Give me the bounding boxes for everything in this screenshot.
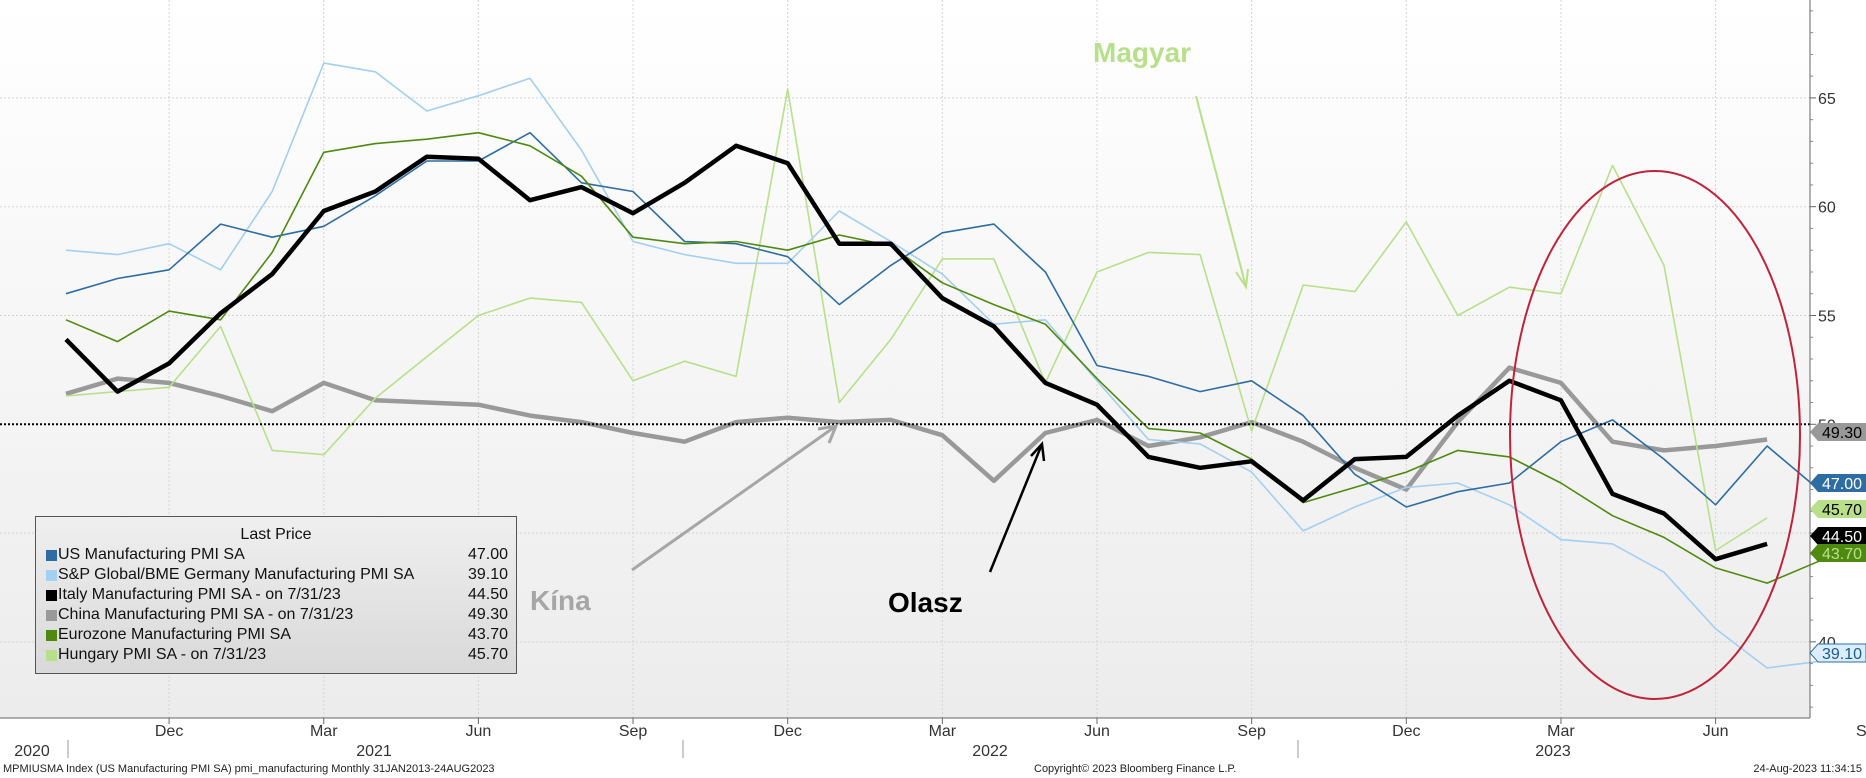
x-tick-label: Dec xyxy=(773,723,801,740)
legend-value: 39.10 xyxy=(467,566,508,583)
legend-entry: S&P Global/BME Germany Manufacturing PMI… xyxy=(36,566,516,586)
legend-title: Last Price xyxy=(240,526,312,543)
legend-label: Eurozone Manufacturing PMI SA xyxy=(58,626,292,643)
annotation-olasz: Olasz xyxy=(888,587,963,618)
legend-entry: Italy Manufacturing PMI SA - on 7/31/23 4… xyxy=(36,586,516,606)
series-line-1 xyxy=(65,62,1819,669)
last-value-tags: 47.00 39.10 44.50 49.30 43.70 45.70 xyxy=(1809,423,1866,663)
last-value-tag xyxy=(1809,643,1866,663)
legend-label: China Manufacturing PMI SA - on 7/31/23 xyxy=(58,606,354,623)
x-tick-label: Sep xyxy=(619,723,648,740)
legend-swatch xyxy=(46,570,57,581)
legend: Last Price US Manufacturing PMI SA 47.00 S… xyxy=(35,516,517,674)
last-value-tag xyxy=(1810,544,1866,562)
last-value-label: 47.00 xyxy=(1822,476,1862,493)
series-line-0 xyxy=(65,131,1820,508)
kina-arrow xyxy=(631,424,837,572)
y-tick-label: 60 xyxy=(1818,200,1836,217)
last-value-label: 43.70 xyxy=(1822,546,1862,563)
x-tick-label: Jun xyxy=(1084,723,1110,740)
x-tick-label: Mar xyxy=(1547,723,1575,740)
last-value-tag xyxy=(1810,474,1866,492)
year-label: 2021 xyxy=(356,743,392,760)
kina-arrow-head xyxy=(817,424,839,444)
x-tick-label: Mar xyxy=(929,723,957,740)
series-line-5 xyxy=(65,88,1768,552)
series-group xyxy=(64,62,1820,669)
footer-timestamp: 24-Aug-2023 11:34:15 xyxy=(1753,763,1862,775)
magyar-arrow xyxy=(1195,95,1247,288)
last-value-label: 44.50 xyxy=(1822,529,1862,546)
legend-label: S&P Global/BME Germany Manufacturing PMI… xyxy=(58,566,415,583)
legend-swatch xyxy=(46,590,57,601)
y-tick-label: 65 xyxy=(1818,91,1836,108)
x-tick-label: Sep xyxy=(1237,723,1266,740)
legend-label: Italy Manufacturing PMI SA - on 7/31/23 xyxy=(58,586,341,603)
x-tick-label: Jun xyxy=(1703,723,1729,740)
year-label: 2020 xyxy=(14,743,50,760)
last-value-tag xyxy=(1810,527,1866,545)
legend-label: Hungary PMI SA - on 7/31/23 xyxy=(58,646,267,663)
annotation-magyar: Magyar xyxy=(1093,37,1191,68)
last-value-label: 39.10 xyxy=(1822,646,1862,663)
footer-source: MPMIUSMA Index (US Manufacturing PMI SA)… xyxy=(3,763,495,775)
highlight-ellipse xyxy=(1509,170,1801,700)
year-label: 2022 xyxy=(972,743,1008,760)
last-value-label: 49.30 xyxy=(1822,425,1862,442)
series-line-2 xyxy=(64,143,1768,562)
last-value-label: 45.70 xyxy=(1822,502,1862,519)
series-line-3 xyxy=(65,365,1768,492)
legend-entry: US Manufacturing PMI SA 47.00 xyxy=(36,546,516,566)
legend-swatch xyxy=(46,630,57,641)
legend-label: US Manufacturing PMI SA xyxy=(58,546,245,563)
legend-value: 44.50 xyxy=(467,586,508,603)
legend-entry: China Manufacturing PMI SA - on 7/31/23 4… xyxy=(36,606,516,626)
x-tick-label: Jun xyxy=(466,723,492,740)
legend-value: 47.00 xyxy=(467,546,508,563)
legend-swatch xyxy=(46,550,57,561)
legend-value: 43.70 xyxy=(467,626,508,643)
x-tick-label: Dec xyxy=(1392,723,1420,740)
legend-value: 45.70 xyxy=(467,646,508,663)
magyar-arrow-head xyxy=(1235,268,1249,290)
legend-entry: Hungary PMI SA - on 7/31/23 45.70 xyxy=(36,646,516,666)
last-value-tag xyxy=(1810,423,1866,441)
y-axis: 404550556065 xyxy=(1809,0,1836,718)
olasz-arrow xyxy=(988,443,1044,573)
legend-entry: Eurozone Manufacturing PMI SA 43.70 xyxy=(36,626,516,646)
x-tick-label: Sep xyxy=(1856,723,1866,740)
olasz-arrow-head xyxy=(1030,441,1046,462)
annotations: Magyar Kína Olasz xyxy=(530,37,1801,700)
legend-swatch xyxy=(46,610,57,621)
annotation-kina: Kína xyxy=(530,585,591,616)
last-value-tag xyxy=(1810,500,1866,518)
legend-swatch xyxy=(46,650,57,661)
y-tick-label: 55 xyxy=(1818,308,1836,325)
series-line-4 xyxy=(65,131,1820,584)
legend-value: 49.30 xyxy=(467,606,508,623)
x-tick-label: Dec xyxy=(155,723,183,740)
x-tick-label: Mar xyxy=(310,723,338,740)
x-axis: Dec Mar Jun Sep Dec Mar Jun Sep Dec Mar Jun Sep 2020… xyxy=(0,717,1866,760)
year-label: 2023 xyxy=(1535,743,1571,760)
footer-copyright: Copyright© 2023 Bloomberg Finance L.P. xyxy=(1034,763,1237,775)
